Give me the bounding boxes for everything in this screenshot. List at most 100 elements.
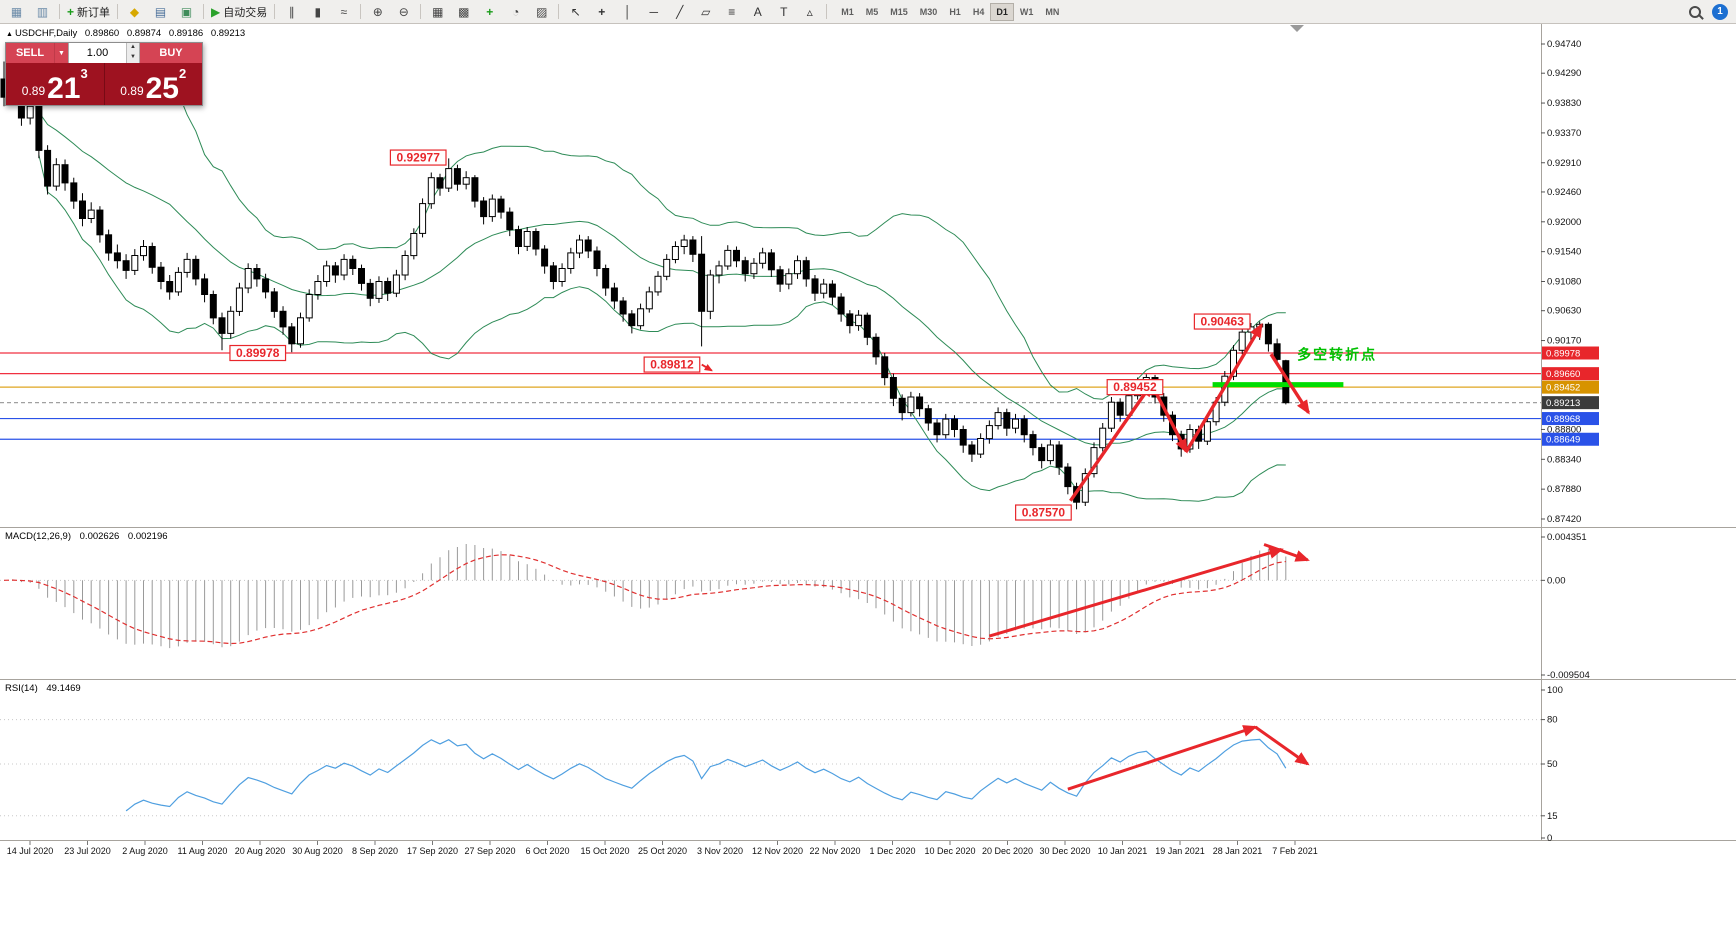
- timeframe-m5[interactable]: M5: [865, 6, 879, 17]
- tile-windows-icon[interactable]: ▦: [432, 4, 444, 19]
- svg-text:14 Jul 2020: 14 Jul 2020: [7, 846, 54, 856]
- svg-text:6 Oct 2020: 6 Oct 2020: [525, 846, 569, 856]
- svg-text:30 Dec 2020: 30 Dec 2020: [1039, 846, 1090, 856]
- metaeditor-icon[interactable]: ◆: [129, 4, 140, 19]
- svg-text:100: 100: [1547, 685, 1563, 696]
- panel-separators: [0, 24, 1736, 841]
- svg-text:0.89978: 0.89978: [236, 346, 280, 360]
- buy-price-box[interactable]: 0.89 25 2: [105, 63, 203, 105]
- toolbar-separator: [558, 4, 560, 19]
- trendline-icon[interactable]: ╱: [676, 4, 684, 19]
- svg-text:0.87570: 0.87570: [1022, 506, 1066, 520]
- cursor-icon[interactable]: ↖: [570, 4, 581, 19]
- label-icon[interactable]: T: [780, 4, 788, 19]
- notification-badge[interactable]: 1: [1712, 3, 1728, 20]
- svg-text:25 Oct 2020: 25 Oct 2020: [638, 846, 687, 856]
- timeframe-m15[interactable]: M15: [890, 6, 908, 17]
- timeframe-h4[interactable]: H4: [972, 6, 985, 17]
- svg-text:0.93370: 0.93370: [1547, 128, 1581, 139]
- profiles-icon[interactable]: ▥: [36, 4, 49, 19]
- svg-text:0.88968: 0.88968: [1546, 414, 1580, 425]
- svg-text:10 Jan 2021: 10 Jan 2021: [1098, 846, 1148, 856]
- svg-text:0.94740: 0.94740: [1547, 39, 1581, 50]
- svg-text:28 Jan 2021: 28 Jan 2021: [1213, 846, 1263, 856]
- svg-text:80: 80: [1547, 715, 1558, 726]
- toolbar-icon-groups: ▦ ▥ + 新订单 ◆ ▤ ▣ ▶ 自动交易 ∥ ▮ ≈ ⊕ ⊖ ▦ ▩ + ◔ ▨ ↖ + │ ─ ╱ ▱ ≡ A T ▵: [4, 1, 822, 22]
- sell-options-caret-icon[interactable]: ▼: [54, 43, 68, 63]
- auto-arrange-icon[interactable]: ▩: [458, 4, 470, 19]
- vertical-line-icon[interactable]: │: [624, 4, 632, 19]
- symbol-name: USDCHF,Daily: [14, 28, 78, 39]
- text-icon[interactable]: A: [753, 4, 762, 19]
- shapes-icon[interactable]: ▵: [806, 4, 813, 19]
- sell-button[interactable]: SELL: [6, 43, 54, 63]
- market-watch-icon[interactable]: ▤: [154, 4, 167, 19]
- bollinger-bands: [38, 56, 1286, 502]
- zoom-in-icon[interactable]: ⊕: [372, 4, 383, 19]
- crosshair-icon[interactable]: +: [598, 4, 606, 19]
- svg-text:0.89660: 0.89660: [1546, 369, 1580, 380]
- sell-price-big: 21: [47, 71, 81, 105]
- price-axis[interactable]: 0.94740 0.94290 0.93830 0.93370 0.92910 0.924…: [1541, 39, 1599, 525]
- volume-field[interactable]: 1.00 ▲ ▼: [68, 43, 140, 63]
- autotrading-button[interactable]: ▶ 自动交易: [211, 4, 268, 19]
- channel-icon[interactable]: ▱: [701, 4, 711, 19]
- data-window-icon[interactable]: ▣: [180, 4, 193, 19]
- line-chart-icon[interactable]: ≈: [340, 4, 348, 19]
- buy-button[interactable]: BUY: [140, 43, 202, 63]
- svg-text:0.87420: 0.87420: [1547, 514, 1581, 525]
- templates-icon[interactable]: ▨: [536, 4, 548, 19]
- buy-price-prefix: 0.89: [120, 84, 144, 98]
- time-axis[interactable]: 14 Jul 2020 23 Jul 2020 2 Aug 2020 11 Aug 2…: [7, 841, 1318, 856]
- new-order-button[interactable]: + 新订单: [67, 4, 111, 19]
- volume-spinner[interactable]: ▲ ▼: [126, 43, 139, 63]
- candlestick-chart-icon[interactable]: ▮: [314, 4, 322, 19]
- svg-text:0: 0: [1547, 833, 1552, 844]
- new-chart-icon[interactable]: ▦: [10, 4, 23, 19]
- fibonacci-icon[interactable]: ≡: [728, 4, 736, 19]
- volume-up-icon[interactable]: ▲: [127, 43, 139, 53]
- rsi-panel: 100 80 50 15 0: [0, 685, 1563, 844]
- toolbar-separator: [117, 4, 119, 19]
- sell-price-sup: 3: [80, 66, 88, 81]
- timeframe-w1[interactable]: W1: [1019, 6, 1034, 17]
- macd-signal-line: [3, 554, 1286, 645]
- sell-price-box[interactable]: 0.89 21 3: [6, 63, 105, 105]
- svg-text:15 Oct 2020: 15 Oct 2020: [580, 846, 629, 856]
- toolbar-separator: [420, 4, 422, 19]
- bar-chart-icon[interactable]: ∥: [288, 4, 295, 19]
- timeframe-d1[interactable]: D1: [990, 2, 1014, 21]
- svg-text:0.89213: 0.89213: [1546, 398, 1580, 409]
- zoom-out-icon[interactable]: ⊖: [398, 4, 409, 19]
- bollinger-lower: [38, 154, 1286, 502]
- macd-panel: 0.004351 0.00 -0.009504: [0, 532, 1590, 681]
- svg-text:20 Aug 2020: 20 Aug 2020: [235, 846, 286, 856]
- one-click-trading-panel: SELL ▼ 1.00 ▲ ▼ BUY 0.89 21 3 0.89 25 2: [5, 42, 203, 106]
- svg-text:0.87880: 0.87880: [1547, 484, 1581, 495]
- svg-text:12 Nov 2020: 12 Nov 2020: [752, 846, 803, 856]
- toolbar-separator: [203, 4, 205, 19]
- horizontal-levels[interactable]: [0, 352, 1541, 440]
- search-icon[interactable]: [1682, 1, 1707, 22]
- timeframe-h1[interactable]: H1: [949, 6, 961, 17]
- rsi-line: [125, 738, 1287, 812]
- volume-down-icon[interactable]: ▼: [127, 53, 139, 63]
- chart-annotations[interactable]: 多空转折点 0.92977 0.89978 0.89812 0.89452 0.90463…: [229, 25, 1377, 521]
- toolbar-separator: [360, 4, 362, 19]
- volume-value[interactable]: 1.00: [86, 47, 109, 59]
- timeframe-m30[interactable]: M30: [919, 6, 938, 17]
- symbol-header: ▲ USDCHF,Daily 0.89860 0.89874 0.89186 0.…: [6, 28, 250, 39]
- svg-text:7 Feb 2021: 7 Feb 2021: [1272, 846, 1318, 856]
- add-indicator-icon[interactable]: +: [486, 4, 494, 19]
- period-icon[interactable]: ◔: [512, 4, 520, 19]
- svg-text:2 Aug 2020: 2 Aug 2020: [122, 846, 168, 856]
- timeframe-mn[interactable]: MN: [1045, 6, 1060, 17]
- timeframe-m1[interactable]: M1: [841, 6, 854, 17]
- svg-text:0.88649: 0.88649: [1546, 435, 1580, 446]
- horizontal-line-icon[interactable]: ─: [649, 4, 658, 19]
- svg-text:22 Nov 2020: 22 Nov 2020: [809, 846, 860, 856]
- trade-panel-price-row: 0.89 21 3 0.89 25 2: [6, 63, 202, 105]
- buy-price-sup: 2: [179, 66, 187, 81]
- magnifier-glyph: [1688, 5, 1701, 18]
